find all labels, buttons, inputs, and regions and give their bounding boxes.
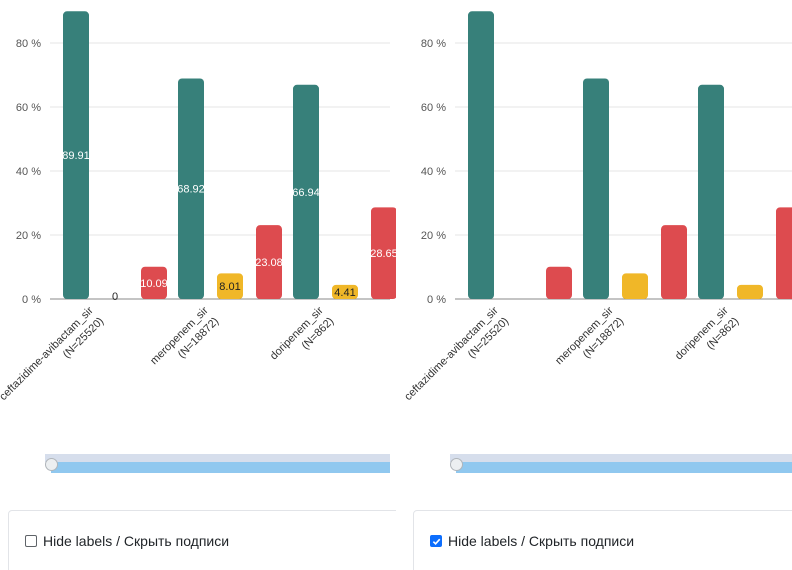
y-tick-label: 40 % bbox=[421, 166, 446, 178]
bar-chart-left: 0 % 20 % 40 % 60 % 80 % 89.91 0 10.09 ceftazidim… bbox=[0, 11, 396, 403]
bar bbox=[256, 225, 282, 299]
bar bbox=[661, 225, 687, 299]
x-tick-label-group: ceftazidime-avibactam_sir(N=25520) bbox=[405, 304, 511, 403]
bar bbox=[546, 266, 572, 299]
x-tick-label: ceftazidime-avibactam_sir bbox=[0, 304, 96, 403]
check-icon bbox=[432, 538, 440, 545]
range-slider-right[interactable] bbox=[450, 452, 792, 476]
bar bbox=[178, 78, 204, 300]
y-tick-label: 80 % bbox=[421, 38, 446, 50]
hide-labels-label: Hide labels / Скрыть подписи bbox=[43, 533, 230, 549]
bar bbox=[141, 266, 167, 299]
bar bbox=[776, 207, 792, 299]
data-label: 8.01 bbox=[219, 281, 240, 293]
slider-handle[interactable] bbox=[45, 458, 58, 471]
bar bbox=[737, 284, 763, 299]
data-label: 23.08 bbox=[255, 257, 283, 269]
x-tick-label: ceftazidime-avibactam_sir bbox=[405, 304, 501, 403]
slider-track bbox=[456, 462, 792, 473]
slider-handle[interactable] bbox=[450, 458, 463, 471]
checkbox-icon[interactable] bbox=[25, 535, 37, 547]
y-tick-label: 20 % bbox=[421, 230, 446, 242]
x-tick-label-group: meropenem_sir(N=18872) bbox=[553, 304, 626, 367]
hide-labels-label: Hide labels / Скрыть подписи bbox=[448, 533, 635, 549]
y-tick-label: 40 % bbox=[16, 166, 41, 178]
bar bbox=[63, 11, 89, 300]
chart-panel-left: 0 % 20 % 40 % 60 % 80 % 89.91 0 10.09 ceftazidim… bbox=[0, 11, 396, 570]
y-tick-label: 80 % bbox=[16, 38, 41, 50]
y-tick-label: 0 % bbox=[427, 294, 446, 306]
data-label: 4.41 bbox=[334, 287, 355, 299]
x-tick-label-group: doripenem_sir(N=862) bbox=[268, 304, 336, 362]
slider-track-background bbox=[45, 454, 390, 462]
data-label: 66.94 bbox=[292, 187, 320, 199]
x-tick-label-group: doripenem_sir(N=862) bbox=[673, 304, 741, 362]
hide-labels-toggle-left[interactable]: Hide labels / Скрыть подписи bbox=[25, 533, 229, 549]
chart-panel-right: 0 % 20 % 40 % 60 % 80 % ceftazidime-avibactam… bbox=[405, 0, 792, 570]
slider-track bbox=[51, 462, 390, 473]
x-tick-label-group: meropenem_sir(N=18872) bbox=[148, 304, 221, 367]
hide-labels-toggle-right[interactable]: Hide labels / Скрыть подписи bbox=[430, 533, 634, 549]
range-slider-left[interactable] bbox=[45, 452, 390, 476]
bar bbox=[583, 78, 609, 300]
y-tick-label: 60 % bbox=[421, 102, 446, 114]
data-label: 68.92 bbox=[177, 184, 205, 196]
slider-track-background bbox=[450, 454, 792, 462]
bar bbox=[622, 273, 648, 299]
checkbox-icon[interactable] bbox=[430, 535, 442, 547]
bar bbox=[332, 284, 358, 299]
y-tick-label: 20 % bbox=[16, 230, 41, 242]
bar bbox=[293, 84, 319, 300]
data-label: 89.91 bbox=[62, 150, 90, 162]
bar bbox=[371, 207, 396, 299]
bar bbox=[217, 273, 243, 299]
options-card-left: Hide labels / Скрыть подписи bbox=[8, 510, 396, 570]
data-label: 28.65 bbox=[370, 248, 396, 260]
options-card-right: Hide labels / Скрыть подписи bbox=[413, 510, 792, 570]
data-label: 0 bbox=[112, 291, 118, 303]
bar bbox=[468, 11, 494, 300]
y-tick-label: 0 % bbox=[22, 294, 41, 306]
bar bbox=[698, 84, 724, 300]
data-label: 10.09 bbox=[140, 278, 168, 290]
y-tick-label: 60 % bbox=[16, 102, 41, 114]
x-tick-label-group: ceftazidime-avibactam_sir(N=25520) bbox=[0, 304, 106, 403]
bar-chart-right: 0 % 20 % 40 % 60 % 80 % ceftazidime-avibactam… bbox=[405, 11, 792, 403]
